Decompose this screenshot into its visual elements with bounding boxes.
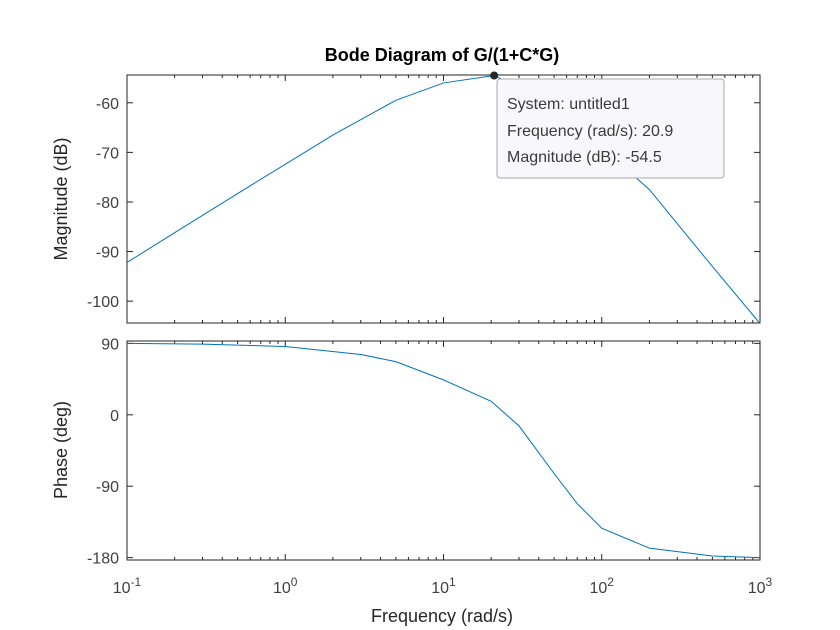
magnitude-x-ticks (126, 75, 761, 323)
magnitude-y-ticks: -60 -70 -80 -90 -100 (87, 96, 760, 311)
phase-ytick-label: -90 (96, 479, 119, 496)
magnitude-plot: -60 -70 -80 -90 -100 Magnitude (dB) (51, 74, 761, 324)
magnitude-ylabel: Magnitude (dB) (51, 137, 71, 260)
datatip[interactable]: System: untitled1 Frequency (rad/s): 20.… (490, 71, 725, 179)
x-tick-label: 101 (431, 575, 456, 597)
phase-ytick-label: -180 (87, 551, 119, 568)
magnitude-ytick-label: -60 (96, 96, 119, 113)
phase-y-ticks: 90 0 -90 -180 (87, 336, 760, 568)
datatip-magnitude: Magnitude (dB): -54.5 (507, 149, 662, 166)
magnitude-series-line (126, 74, 761, 324)
x-tick-label: 102 (590, 575, 615, 597)
phase-axes-box (126, 340, 761, 561)
phase-ylabel: Phase (deg) (51, 401, 71, 499)
magnitude-ytick-label: -80 (96, 195, 119, 212)
phase-x-ticks: 10-1 100 101 102 103 (113, 341, 773, 597)
chart-title: Bode Diagram of G/(1+C*G) (325, 45, 560, 65)
x-tick-label: 10-1 (113, 575, 142, 597)
datatip-frequency: Frequency (rad/s): 20.9 (507, 123, 673, 140)
x-axis-label: Frequency (rad/s) (371, 606, 513, 626)
datatip-system: System: untitled1 (507, 96, 630, 113)
magnitude-ytick-label: -70 (96, 145, 119, 162)
datatip-box (496, 78, 725, 179)
phase-ytick-label: 0 (110, 408, 119, 425)
x-tick-label: 100 (273, 575, 298, 597)
magnitude-ytick-label: -90 (96, 245, 119, 262)
phase-plot: 90 0 -90 -180 10-1 100 101 102 103 Phase (deg) (51, 336, 773, 597)
datatip-marker[interactable] (490, 71, 499, 80)
magnitude-ytick-label: -100 (87, 294, 119, 311)
phase-ytick-label: 90 (101, 336, 119, 353)
x-tick-label: 103 (748, 575, 773, 597)
phase-series-line (126, 342, 761, 559)
